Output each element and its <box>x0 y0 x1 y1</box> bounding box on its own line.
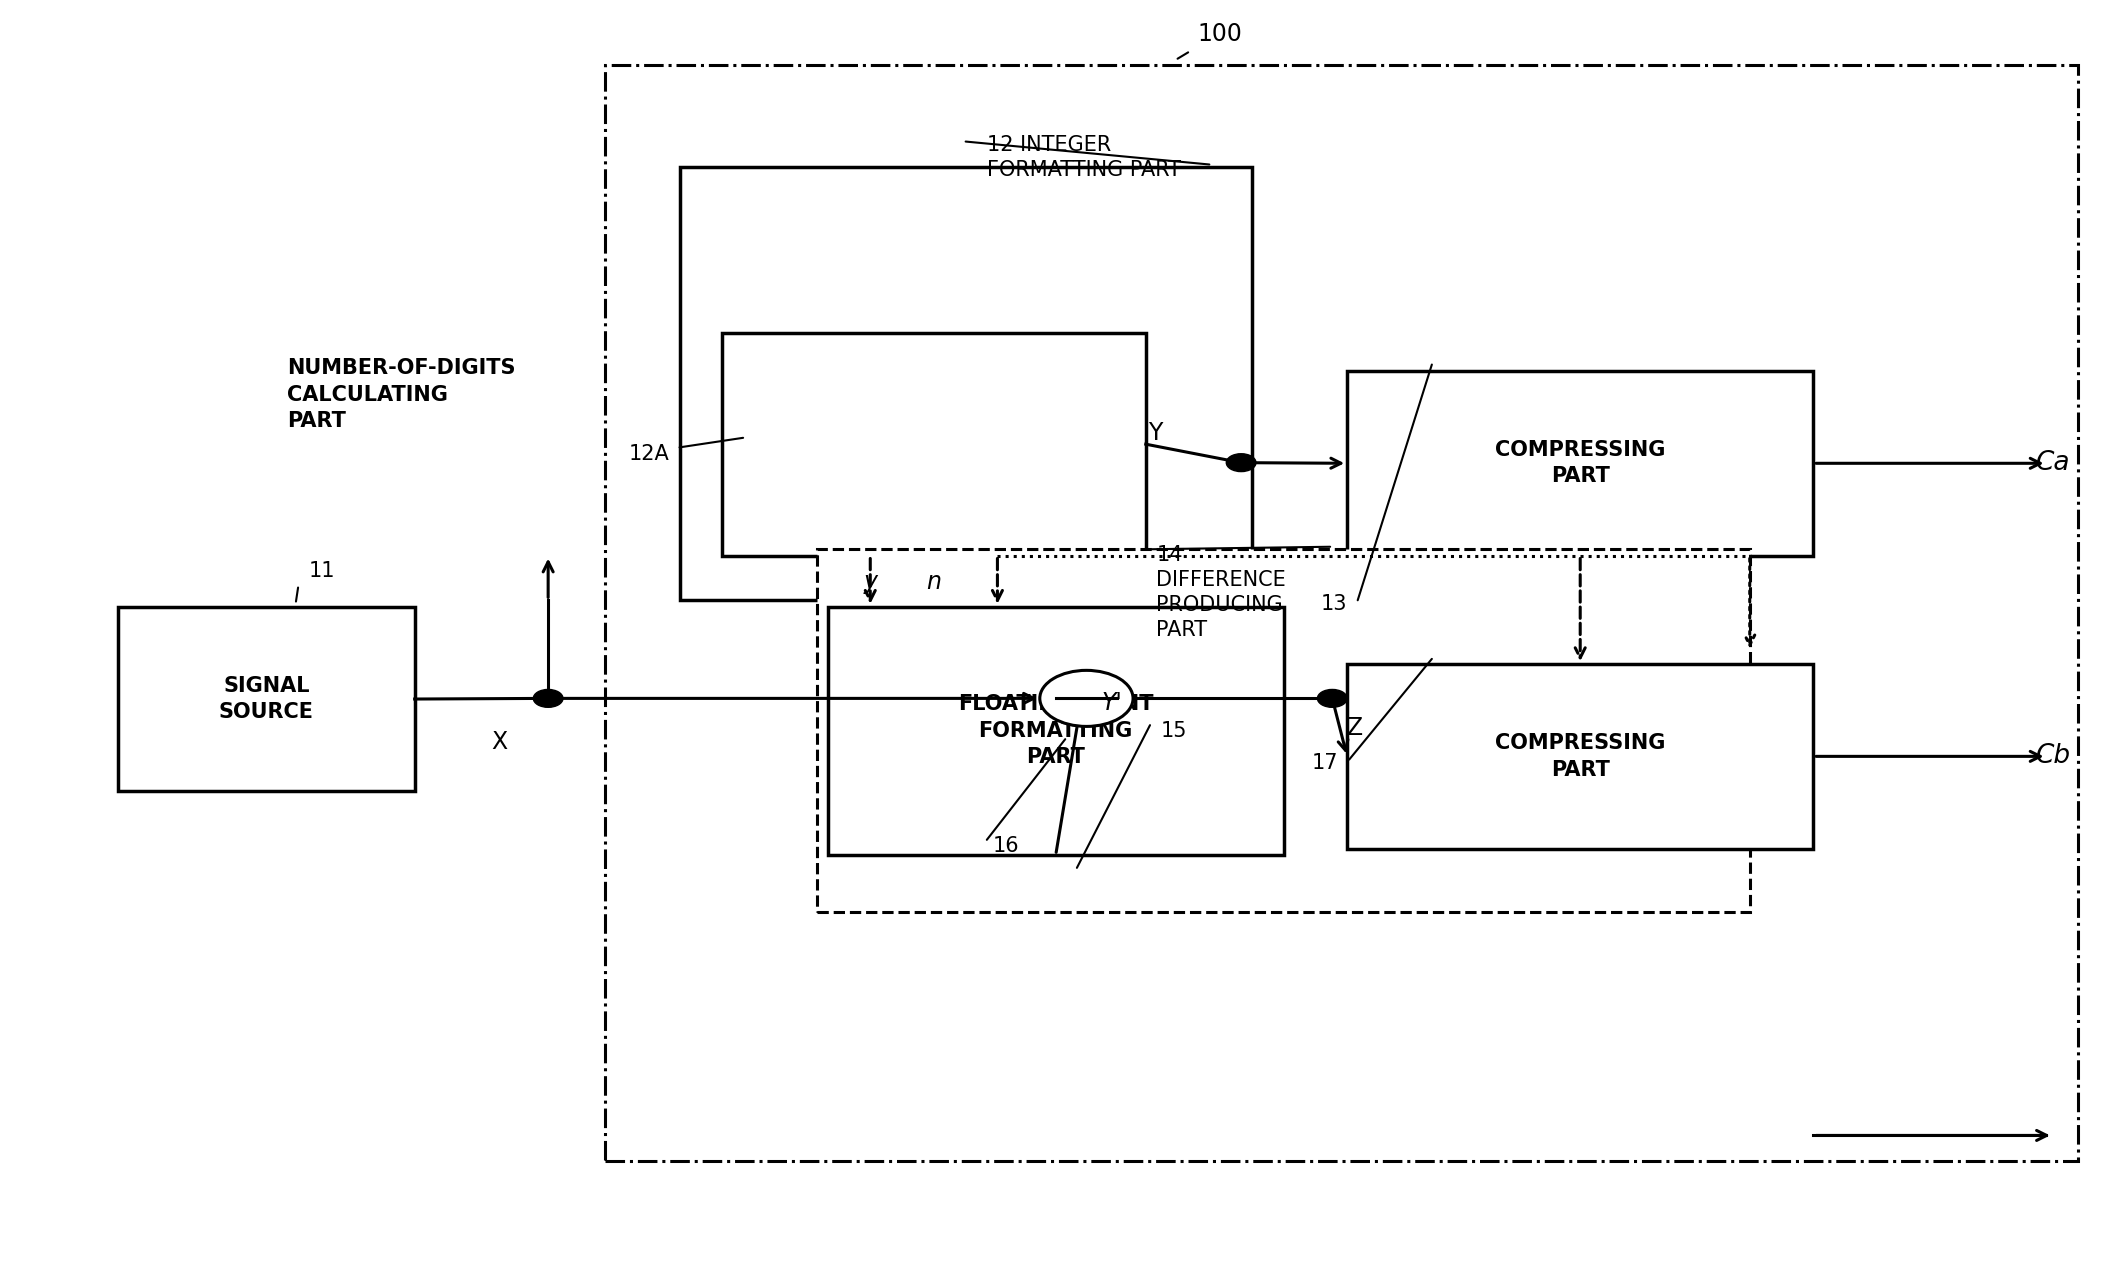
Text: y: y <box>864 570 876 594</box>
Text: 12 INTEGER
FORMATTING PART: 12 INTEGER FORMATTING PART <box>987 135 1180 180</box>
Bar <box>605 65 2077 1161</box>
Circle shape <box>1318 690 1347 707</box>
Text: 12A: 12A <box>628 443 668 464</box>
Text: 14
DIFFERENCE
PRODUCING
PART: 14 DIFFERENCE PRODUCING PART <box>1156 545 1286 640</box>
Text: 100: 100 <box>1197 22 1241 46</box>
Text: Y: Y <box>1148 421 1163 444</box>
Bar <box>1347 370 1814 555</box>
Circle shape <box>1040 670 1133 727</box>
Text: 15: 15 <box>1161 722 1186 742</box>
Text: n: n <box>927 570 942 594</box>
Bar <box>679 167 1252 600</box>
Bar <box>1347 664 1814 849</box>
Text: 11: 11 <box>308 561 335 581</box>
Text: COMPRESSING
PART: COMPRESSING PART <box>1496 733 1666 779</box>
Text: Ca: Ca <box>2035 450 2071 475</box>
Bar <box>817 549 1751 913</box>
Text: NUMBER-OF-DIGITS
CALCULATING
PART: NUMBER-OF-DIGITS CALCULATING PART <box>286 358 516 430</box>
Text: 13: 13 <box>1320 594 1347 614</box>
Text: Y': Y' <box>1101 691 1123 715</box>
Text: X: X <box>492 730 507 755</box>
Text: Z: Z <box>1347 716 1362 741</box>
Text: Cb: Cb <box>2035 743 2071 769</box>
Bar <box>119 607 414 792</box>
Text: COMPRESSING
PART: COMPRESSING PART <box>1496 441 1666 487</box>
Circle shape <box>533 690 562 707</box>
Bar <box>828 607 1284 856</box>
Text: 17: 17 <box>1311 753 1339 773</box>
Text: 16: 16 <box>993 836 1021 856</box>
Text: FLOATING-POINT
FORMATTING
PART: FLOATING-POINT FORMATTING PART <box>957 695 1154 767</box>
Circle shape <box>1227 453 1256 471</box>
Text: SIGNAL
SOURCE: SIGNAL SOURCE <box>219 676 314 723</box>
Bar <box>721 333 1146 555</box>
